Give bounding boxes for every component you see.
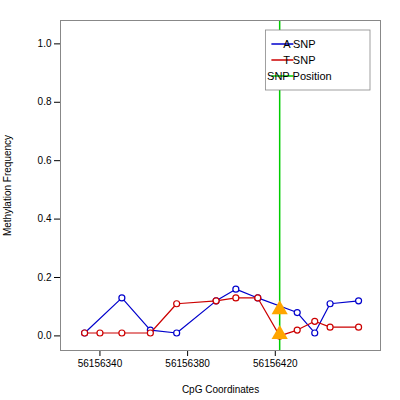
svg-text:T SNP: T SNP bbox=[283, 54, 315, 66]
svg-text:1.0: 1.0 bbox=[38, 38, 52, 49]
svg-text:56156340: 56156340 bbox=[78, 358, 123, 369]
svg-text:CpG Coordinates: CpG Coordinates bbox=[182, 384, 259, 395]
svg-text:A SNP: A SNP bbox=[283, 38, 315, 50]
svg-text:0.4: 0.4 bbox=[38, 213, 52, 224]
svg-text:56156380: 56156380 bbox=[165, 358, 210, 369]
svg-text:0.2: 0.2 bbox=[38, 272, 52, 283]
svg-text:0.8: 0.8 bbox=[38, 96, 52, 107]
svg-text:56156420: 56156420 bbox=[253, 358, 298, 369]
svg-text:Methylation Frequency: Methylation Frequency bbox=[2, 135, 13, 236]
svg-text:0.0: 0.0 bbox=[38, 330, 52, 341]
svg-text:SNP Position: SNP Position bbox=[267, 70, 332, 82]
svg-text:0.6: 0.6 bbox=[38, 155, 52, 166]
